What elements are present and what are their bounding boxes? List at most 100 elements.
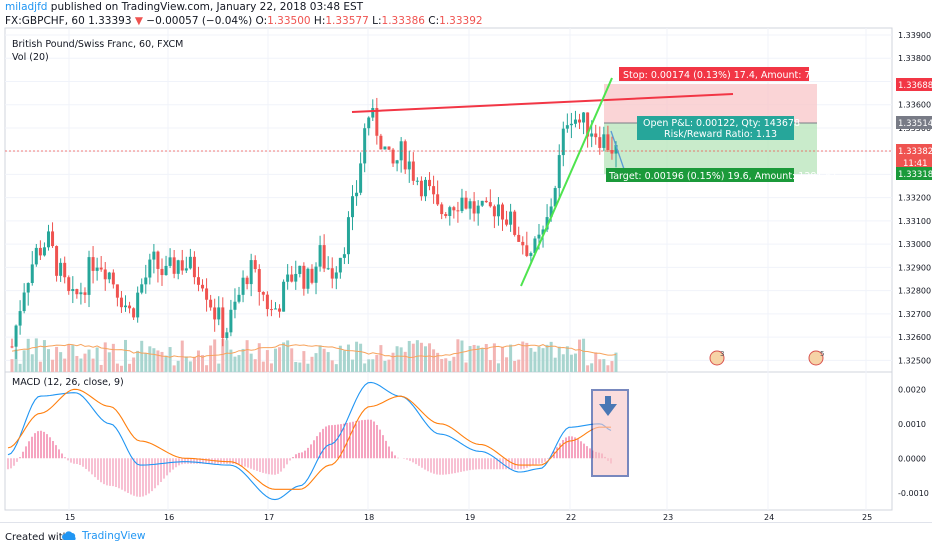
target-label-box xyxy=(606,168,794,182)
macd-axis[interactable]: 0.0020 0.0010 0.0000 -0.0010 xyxy=(898,385,929,498)
volume-bar xyxy=(598,359,602,372)
volume-bar xyxy=(582,338,586,372)
candle-body xyxy=(30,264,34,284)
tradingview-link[interactable]: TradingView xyxy=(62,530,145,542)
time-tick-label: 24 xyxy=(764,513,774,522)
volume-bar xyxy=(468,346,472,372)
candle-body xyxy=(87,257,91,295)
volume-bar xyxy=(590,363,594,372)
volume-bar xyxy=(265,350,269,372)
candle-body xyxy=(229,309,233,333)
time-tick-label: 15 xyxy=(65,513,75,522)
chart-header: miladjfd published on TradingView.com, J… xyxy=(0,0,932,28)
volume-bar xyxy=(59,352,63,372)
chart-title: British Pound/Swiss Franc, 60, FXCM xyxy=(12,39,183,50)
candle-body xyxy=(383,146,387,150)
volume-bar xyxy=(395,346,399,372)
candle-body xyxy=(460,197,464,212)
last-price-text: 1.33382 xyxy=(898,147,932,157)
candle-body xyxy=(472,201,476,214)
candle-body xyxy=(492,206,496,217)
candle-body xyxy=(565,125,569,129)
author-link[interactable]: miladjfd xyxy=(5,1,48,13)
symbol-label[interactable]: FX:GBPCHF, 60 xyxy=(5,15,85,27)
candle-body xyxy=(192,256,196,278)
candle-body xyxy=(346,217,350,255)
candle-body xyxy=(217,307,221,320)
price-tick-label: 1.33100 xyxy=(898,217,931,226)
candle-body xyxy=(517,234,521,242)
volume-bar xyxy=(229,349,233,372)
candle-body xyxy=(79,292,83,295)
candle-body xyxy=(545,217,549,230)
volume-bar xyxy=(464,362,468,372)
candle-body xyxy=(338,257,342,273)
created-with: Created with xyxy=(5,532,69,543)
volume-bar xyxy=(63,358,67,372)
time-tick-label: 23 xyxy=(663,513,673,522)
volume-bar xyxy=(38,361,42,372)
volume-bar xyxy=(440,358,444,372)
volume-bar xyxy=(225,340,229,372)
event-marker-right[interactable]: 5 xyxy=(808,350,824,366)
price-tick-label: 1.33600 xyxy=(898,101,931,110)
volume-bar xyxy=(209,345,213,372)
event-count-left: 3 xyxy=(720,350,724,358)
volume-bar xyxy=(553,357,557,372)
resistance-trendline[interactable] xyxy=(351,93,734,113)
volume-bar xyxy=(359,343,363,372)
volume-bar xyxy=(541,348,545,372)
candle-body xyxy=(533,238,537,254)
volume-bar xyxy=(233,356,237,372)
volume-bar xyxy=(578,339,582,372)
volume-bar xyxy=(318,345,322,372)
candle-body xyxy=(103,269,107,280)
candle-body xyxy=(395,160,399,164)
macd-pane[interactable] xyxy=(4,371,893,511)
event-marker-left[interactable]: 3 xyxy=(709,350,725,366)
pl-label-box xyxy=(637,116,794,140)
volume-bar xyxy=(610,361,614,372)
volume-bar xyxy=(310,356,314,372)
volume-bar xyxy=(152,348,156,372)
volume-bar xyxy=(387,359,391,372)
volume-bar xyxy=(565,346,569,372)
candle-body xyxy=(602,134,606,148)
candle-body xyxy=(249,260,253,285)
candle-body xyxy=(119,297,123,308)
volume-bar xyxy=(115,363,119,372)
volume-bar xyxy=(83,353,87,372)
candle-body xyxy=(63,262,67,278)
volume-bar xyxy=(269,363,273,372)
volume-bar xyxy=(569,354,573,372)
candle-body xyxy=(42,247,46,256)
volume-bar xyxy=(249,353,253,372)
volume-bar xyxy=(383,360,387,372)
support-trendline[interactable] xyxy=(520,77,613,287)
candle-body xyxy=(476,205,480,214)
candle-body xyxy=(509,211,513,225)
volume-bar xyxy=(119,365,123,372)
volume-bar xyxy=(103,342,107,372)
volume-bar xyxy=(290,348,294,372)
volume-bar xyxy=(452,356,456,372)
candle-body xyxy=(310,268,314,283)
volume-bar xyxy=(330,360,334,372)
volume-bar xyxy=(355,341,359,372)
volume-bar xyxy=(245,340,249,372)
volume-bar xyxy=(521,341,525,372)
candle-body xyxy=(233,301,237,310)
target-price-badge xyxy=(896,167,932,180)
volume-bar xyxy=(326,352,330,372)
macd-tick-label: 0.0020 xyxy=(898,385,926,394)
chart-canvas[interactable]: Stop: 0.00174 (0.13%) 17.4, Amount: 750 … xyxy=(0,0,932,522)
volume-bar xyxy=(302,351,306,372)
macd-tick-label: 0.0000 xyxy=(898,454,926,463)
candle-body xyxy=(184,268,188,271)
candle-body xyxy=(371,108,375,118)
candle-body xyxy=(75,289,79,295)
candle-body xyxy=(188,256,192,269)
time-axis[interactable]: 15 16 17 18 19 22 23 24 25 xyxy=(65,513,872,522)
volume-bar xyxy=(375,354,379,372)
price-tick-label: 1.32700 xyxy=(898,310,931,319)
